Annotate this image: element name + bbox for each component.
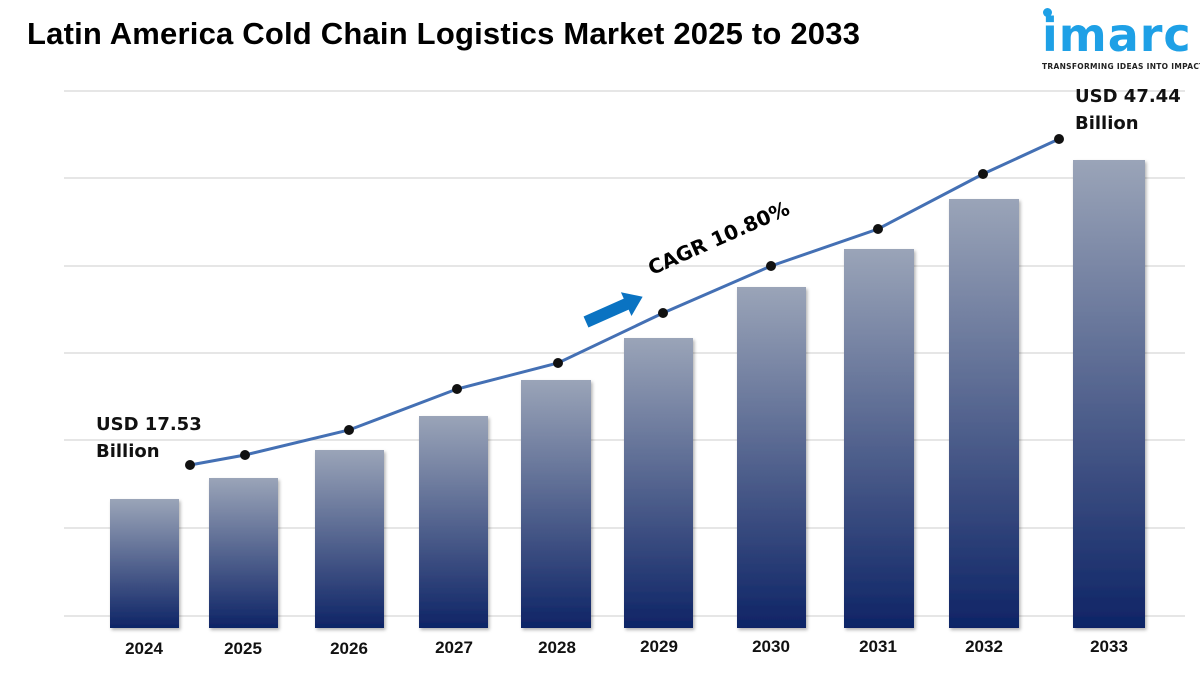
page-title: Latin America Cold Chain Logistics Marke…: [27, 16, 861, 51]
logo-wordmark: imarc: [1042, 8, 1192, 62]
start-value-amount: USD 17.53: [96, 414, 202, 435]
bar-2029: [624, 338, 693, 628]
start-value-unit: Billion: [96, 441, 160, 462]
marker-2024: [185, 460, 195, 470]
growth-arrow-icon: [583, 292, 643, 328]
x-label-2025: 2025: [224, 639, 262, 658]
logo-dot-icon: [1043, 8, 1052, 17]
x-label-2029: 2029: [640, 637, 678, 656]
marker-2028: [553, 358, 563, 368]
marker-2026: [344, 425, 354, 435]
marker-2033: [1054, 134, 1064, 144]
x-label-2027: 2027: [435, 638, 473, 657]
end-value-annotation: USD 47.44 Billion: [1075, 83, 1181, 137]
trend-markers: [185, 134, 1064, 470]
bar-2026: [315, 450, 384, 628]
marker-2030: [766, 261, 776, 271]
marker-2031: [873, 224, 883, 234]
bar-2032: [949, 199, 1019, 628]
x-label-2028: 2028: [538, 638, 576, 657]
bar-2033: [1073, 160, 1145, 628]
marker-2032: [978, 169, 988, 179]
bar-2031: [844, 249, 914, 628]
x-label-2032: 2032: [965, 637, 1003, 656]
bars: [110, 160, 1145, 628]
x-label-2033: 2033: [1090, 637, 1128, 656]
bar-2024: [110, 499, 179, 628]
marker-2029: [658, 308, 668, 318]
x-label-2030: 2030: [752, 637, 790, 656]
x-label-2031: 2031: [859, 637, 897, 656]
start-value-annotation: USD 17.53 Billion: [96, 411, 202, 465]
x-axis-labels: 2024 2025 2026 2027 2028 2029 2030 2031 …: [125, 637, 1128, 658]
bar-2025: [209, 478, 278, 628]
bar-2027: [419, 416, 488, 628]
end-value-amount: USD 47.44: [1075, 86, 1181, 107]
imarc-logo: imarc TRANSFORMING IDEAS INTO IMPACT: [1038, 6, 1200, 76]
bar-2030: [737, 287, 806, 628]
bar-2028: [521, 380, 591, 628]
end-value-unit: Billion: [1075, 113, 1139, 134]
x-label-2024: 2024: [125, 639, 163, 658]
x-label-2026: 2026: [330, 639, 368, 658]
trend-line: [189, 137, 1060, 467]
marker-2027: [452, 384, 462, 394]
logo-tagline: TRANSFORMING IDEAS INTO IMPACT: [1042, 62, 1200, 71]
marker-2025: [240, 450, 250, 460]
